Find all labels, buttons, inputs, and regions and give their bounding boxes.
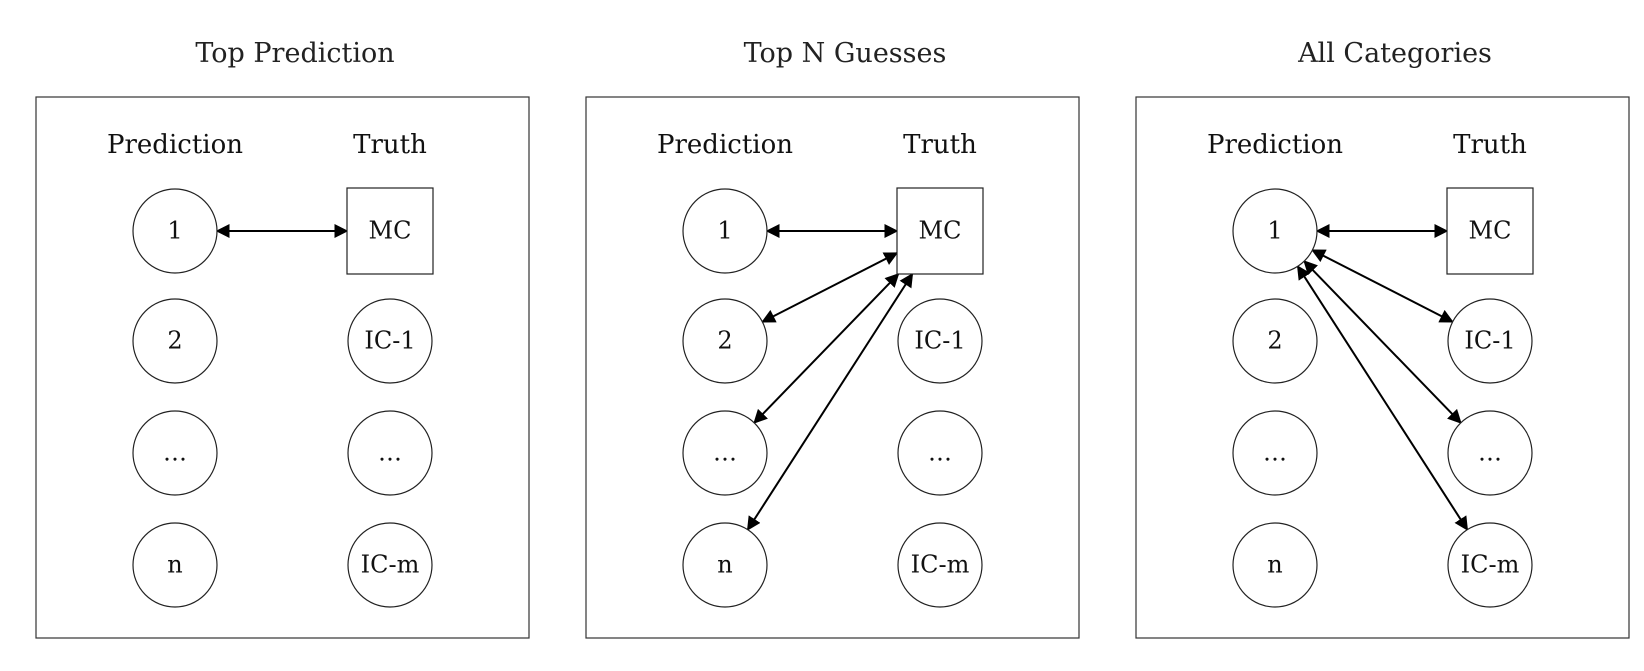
prediction-header: Prediction (657, 130, 793, 160)
truth-node-label: … (1478, 439, 1502, 467)
prediction-node: n (132, 522, 218, 608)
prediction-node-circle (132, 410, 218, 496)
prediction-node: n (682, 522, 768, 608)
truth-node-circle (897, 410, 983, 496)
truth-node-label: MC (1469, 217, 1512, 245)
connection-arrow (1311, 249, 1454, 323)
truth-node-circle (897, 522, 983, 608)
prediction-node-label: … (713, 439, 737, 467)
truth-node-main: MC (346, 187, 434, 275)
truth-node-circle (347, 298, 433, 384)
prediction-node-circle (682, 522, 768, 608)
truth-node-label: IC-1 (364, 327, 415, 355)
truth-node-circle (1447, 522, 1533, 608)
truth-node: IC-1 (897, 298, 983, 384)
prediction-node: n (1232, 522, 1318, 608)
panel-frame (585, 96, 1080, 639)
truth-node-circle (1447, 410, 1533, 496)
panel-title: All Categories (1297, 38, 1492, 69)
panel-title: Top Prediction (195, 38, 394, 69)
truth-node: IC-m (897, 522, 983, 608)
truth-node-label: IC-1 (914, 327, 965, 355)
prediction-node-circle (1232, 188, 1318, 274)
prediction-node-circle (682, 188, 768, 274)
prediction-node: 2 (682, 298, 768, 384)
panel-2: Top N Guesses Prediction Truth 1 2 … n MC IC-1 … I… (585, 38, 1080, 639)
prediction-node-circle (682, 410, 768, 496)
panel-1: Top Prediction Prediction Truth 1 2 … n MC IC-1 …… (35, 38, 530, 639)
prediction-node: 2 (132, 298, 218, 384)
prediction-node-circle (1232, 410, 1318, 496)
prediction-header: Prediction (107, 130, 243, 160)
edge-layer (746, 224, 914, 531)
connection-arrow (753, 272, 900, 424)
prediction-node-label: … (1263, 439, 1287, 467)
prediction-node-circle (132, 522, 218, 608)
panel-frame (35, 96, 530, 639)
truth-header: Truth (353, 130, 427, 160)
connection-arrow (761, 252, 899, 323)
truth-node-circle (897, 298, 983, 384)
truth-header: Truth (903, 130, 977, 160)
truth-node-label: IC-m (911, 551, 970, 579)
truth-node-main: MC (896, 187, 984, 275)
truth-header: Truth (1453, 130, 1527, 160)
truth-node-circle (347, 522, 433, 608)
prediction-node-label: n (167, 551, 182, 579)
truth-node: IC-1 (347, 298, 433, 384)
prediction-node: … (132, 410, 218, 496)
truth-node-square (896, 187, 984, 275)
prediction-node-circle (132, 298, 218, 384)
truth-node-circle (1447, 298, 1533, 384)
prediction-node: 2 (1232, 298, 1318, 384)
prediction-node-circle (1232, 522, 1318, 608)
truth-node-label: … (928, 439, 952, 467)
prediction-node: 1 (132, 188, 218, 274)
prediction-node-label: n (717, 551, 732, 579)
truth-node: IC-m (1447, 522, 1533, 608)
prediction-node-label: 2 (717, 327, 732, 355)
prediction-node-circle (132, 188, 218, 274)
panel-title: Top N Guesses (744, 38, 947, 69)
prediction-node-label: … (163, 439, 187, 467)
truth-node-square (346, 187, 434, 275)
connection-arrow (746, 272, 914, 531)
prediction-node-circle (1232, 298, 1318, 384)
truth-node: IC-m (347, 522, 433, 608)
truth-node-label: IC-1 (1464, 327, 1515, 355)
prediction-node-circle (682, 298, 768, 384)
truth-node-label: MC (369, 217, 412, 245)
truth-node-label: MC (919, 217, 962, 245)
truth-node-label: … (378, 439, 402, 467)
prediction-node-label: 1 (167, 217, 182, 245)
truth-node-label: IC-m (1461, 551, 1520, 579)
prediction-node: 1 (682, 188, 768, 274)
prediction-node: 1 (1232, 188, 1318, 274)
panel-3: All Categories Prediction Truth 1 2 … n MC IC-1 …… (1135, 38, 1630, 639)
panel-frame (1135, 96, 1630, 639)
prediction-node-label: 1 (717, 217, 732, 245)
prediction-node: … (682, 410, 768, 496)
truth-node-circle (347, 410, 433, 496)
connection-arrow (1296, 265, 1469, 531)
truth-node-square (1446, 187, 1534, 275)
edge-layer (1296, 224, 1469, 531)
truth-node: … (347, 410, 433, 496)
truth-node-label: IC-m (361, 551, 420, 579)
prediction-header: Prediction (1207, 130, 1343, 160)
truth-node: … (897, 410, 983, 496)
truth-node: … (1447, 410, 1533, 496)
truth-node: IC-1 (1447, 298, 1533, 384)
prediction-node-label: n (1267, 551, 1282, 579)
prediction-node-label: 2 (1267, 327, 1282, 355)
prediction-node-label: 2 (167, 327, 182, 355)
truth-node-main: MC (1446, 187, 1534, 275)
prediction-node: … (1232, 410, 1318, 496)
prediction-node-label: 1 (1267, 217, 1282, 245)
